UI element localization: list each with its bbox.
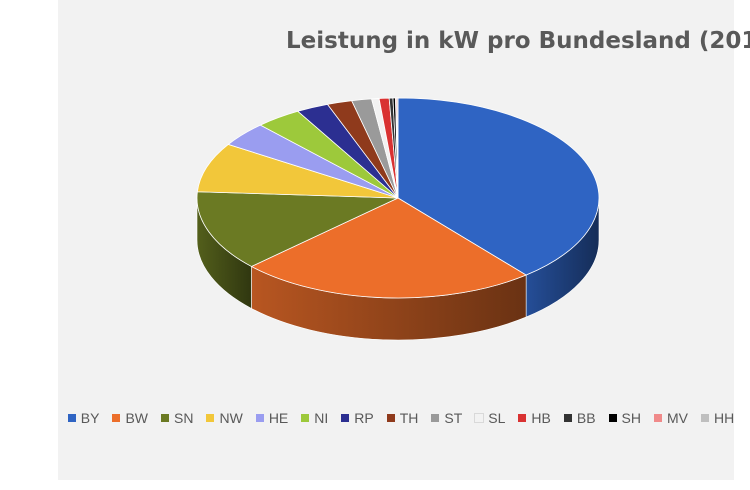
legend-item-SH: SH bbox=[608, 410, 641, 426]
legend: BY BW SN NW HE NI RP TH ST SL HB BB SH MV HH bbox=[67, 410, 734, 426]
legend-label: SL bbox=[488, 410, 506, 426]
legend-label: BY bbox=[80, 410, 100, 426]
legend-item-ST: ST bbox=[431, 410, 462, 426]
legend-item-MV: MV bbox=[654, 410, 688, 426]
legend-swatch bbox=[112, 414, 121, 422]
chart-area: Leistung in kW pro Bundesland (2017) BY B… bbox=[58, 0, 750, 480]
legend-swatch bbox=[563, 414, 572, 422]
legend-swatch bbox=[386, 414, 395, 422]
legend-swatch bbox=[701, 414, 709, 422]
legend-item-BW: BW bbox=[112, 410, 148, 426]
pie-slice-SN bbox=[196, 191, 399, 267]
legend-label: NI bbox=[314, 410, 329, 426]
legend-label: SH bbox=[621, 410, 641, 426]
legend-swatch bbox=[431, 414, 440, 422]
legend-label: MV bbox=[667, 410, 688, 426]
legend-item-HE: HE bbox=[255, 410, 289, 426]
legend-item-SL: SL bbox=[474, 410, 506, 426]
legend-item-NI: NI bbox=[301, 410, 328, 426]
legend-item-TH: TH bbox=[386, 410, 419, 426]
legend-item-BY: BY bbox=[67, 410, 100, 426]
legend-swatch bbox=[255, 414, 264, 422]
legend-item-BB: BB bbox=[563, 410, 596, 426]
legend-swatch bbox=[341, 414, 350, 422]
legend-item-SN: SN bbox=[161, 410, 193, 426]
legend-label: HE bbox=[268, 410, 289, 426]
legend-swatch bbox=[301, 414, 310, 422]
legend-item-HH: HH bbox=[701, 410, 734, 426]
legend-label: ST bbox=[444, 410, 463, 426]
legend-swatch bbox=[474, 413, 485, 423]
legend-label: BB bbox=[576, 410, 596, 426]
legend-label: HH bbox=[714, 410, 735, 426]
legend-item-HB: HB bbox=[518, 410, 551, 426]
legend-swatch bbox=[206, 414, 215, 422]
legend-swatch bbox=[67, 414, 76, 422]
legend-label: TH bbox=[399, 410, 419, 426]
legend-item-RP: RP bbox=[341, 410, 374, 426]
pie-slice-NW bbox=[196, 143, 399, 199]
legend-swatch bbox=[654, 414, 662, 422]
pie-sides bbox=[196, 197, 600, 341]
legend-swatch bbox=[608, 414, 617, 422]
legend-label: BW bbox=[125, 410, 149, 426]
legend-label: SN bbox=[174, 410, 194, 426]
pie-slice-BY bbox=[397, 97, 600, 276]
legend-swatch bbox=[518, 414, 527, 422]
legend-item-NW: NW bbox=[206, 410, 243, 426]
chart-title: Leistung in kW pro Bundesland (2017) bbox=[286, 28, 750, 54]
legend-label: RP bbox=[354, 410, 374, 426]
legend-label: NW bbox=[219, 410, 243, 426]
pie-slice-BW bbox=[250, 197, 528, 299]
pie-slice-HH bbox=[396, 97, 399, 199]
pie-chart bbox=[196, 97, 600, 341]
pie-top bbox=[196, 97, 600, 299]
legend-swatch bbox=[161, 414, 170, 422]
legend-label: HB bbox=[531, 410, 551, 426]
